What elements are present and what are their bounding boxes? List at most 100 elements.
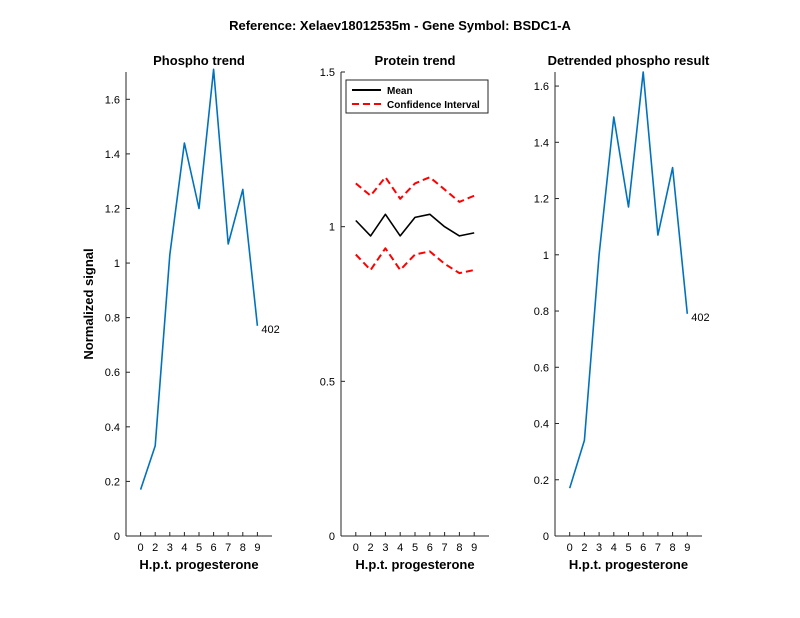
y-tick-label: 1: [543, 250, 549, 262]
y-tick-label: 0.8: [534, 306, 549, 318]
y-tick-label: 1.2: [534, 194, 549, 206]
x-tick-label: 4: [397, 542, 403, 554]
data-point: [429, 251, 431, 253]
x-tick-label: 0: [567, 542, 573, 554]
x-tick-label: 5: [625, 542, 631, 554]
data-point: [657, 234, 659, 236]
series-line-1: [139, 68, 259, 490]
x-tick-label: 8: [670, 542, 676, 554]
point-annotation: 402: [691, 312, 709, 324]
x-tick-label: 3: [596, 542, 602, 554]
data-point: [459, 201, 461, 203]
data-point: [399, 198, 401, 200]
data-point: [399, 235, 401, 237]
subplot-title: Detrended phospho result: [548, 53, 710, 68]
data-point: [429, 213, 431, 215]
x-tick-label: 2: [581, 542, 587, 554]
data-point: [385, 248, 387, 250]
legend-box: [345, 79, 489, 114]
x-tick-label: 2: [368, 542, 374, 554]
data-point: [355, 254, 357, 256]
legend-label: Mean: [387, 86, 413, 97]
y-tick-label: 1.6: [534, 81, 549, 93]
data-point: [370, 269, 372, 271]
data-point: [642, 71, 644, 73]
data-point: [414, 217, 416, 219]
x-tick-label: 7: [655, 542, 661, 554]
data-point: [569, 487, 571, 489]
series-line-3: [355, 247, 475, 275]
data-point: [399, 269, 401, 271]
y-tick-label: 1: [329, 222, 335, 234]
y-tick-label: 1.2: [105, 203, 120, 215]
subplot-title: Protein trend: [375, 53, 456, 68]
data-point: [628, 206, 630, 208]
x-tick-label: 6: [211, 542, 217, 554]
data-point: [385, 176, 387, 178]
x-tick-label: 4: [181, 542, 187, 554]
data-point: [613, 116, 615, 118]
y-tick-label: 0.5: [320, 376, 335, 388]
data-point: [154, 445, 156, 447]
series-line-2: [355, 176, 475, 203]
data-point: [473, 195, 475, 197]
x-tick-label: 4: [611, 542, 617, 554]
data-point: [227, 243, 229, 245]
data-point: [169, 254, 171, 256]
series-line-1: [355, 213, 475, 237]
data-point: [414, 254, 416, 256]
data-point: [473, 232, 475, 234]
data-point: [414, 183, 416, 185]
y-tick-label: 0.2: [105, 476, 120, 488]
x-tick-label: 2: [152, 542, 158, 554]
x-tick-label: 9: [254, 542, 260, 554]
y-tick-label: 0.2: [534, 475, 549, 487]
y-tick-label: 1.4: [534, 137, 549, 149]
data-point: [198, 208, 200, 210]
y-tick-label: 0.6: [105, 367, 120, 379]
y-tick-label: 0: [543, 531, 549, 543]
y-axis-label: Normalized signal: [81, 248, 96, 359]
x-tick-label: 7: [442, 542, 448, 554]
y-tick-label: 0: [329, 531, 335, 543]
x-tick-label: 8: [240, 542, 246, 554]
y-tick-label: 1.4: [105, 149, 120, 161]
x-axis-label: H.p.t. progesterone: [355, 557, 474, 572]
x-axis-label: H.p.t. progesterone: [569, 557, 688, 572]
data-point: [370, 235, 372, 237]
y-tick-label: 0.8: [105, 313, 120, 325]
chart-legend: Mean Confidence Interval: [345, 79, 489, 114]
y-tick-label: 1.5: [320, 67, 335, 79]
y-tick-label: 1: [114, 258, 120, 270]
data-point: [355, 220, 357, 222]
data-point: [687, 313, 689, 315]
data-point: [672, 167, 674, 169]
x-axis-label: H.p.t. progesterone: [139, 557, 258, 572]
x-tick-label: 0: [353, 542, 359, 554]
data-point: [213, 68, 215, 70]
data-point: [370, 195, 372, 197]
x-tick-label: 0: [138, 542, 144, 554]
figure-suptitle: Reference: Xelaev18012535m - Gene Symbol…: [229, 18, 571, 33]
point-annotation: 402: [261, 324, 279, 336]
subplot-title: Phospho trend: [153, 53, 245, 68]
x-tick-label: 6: [640, 542, 646, 554]
y-tick-label: 0.6: [534, 362, 549, 374]
series-line-1: [568, 71, 689, 489]
data-point: [444, 263, 446, 265]
y-tick-label: 0.4: [105, 422, 120, 434]
x-tick-label: 9: [471, 542, 477, 554]
data-point: [140, 489, 142, 491]
data-point: [459, 235, 461, 237]
data-point: [257, 325, 259, 327]
x-tick-label: 9: [684, 542, 690, 554]
data-point: [385, 213, 387, 215]
data-point: [444, 226, 446, 228]
x-tick-label: 5: [412, 542, 418, 554]
y-tick-label: 0.4: [534, 419, 549, 431]
data-point: [429, 176, 431, 178]
